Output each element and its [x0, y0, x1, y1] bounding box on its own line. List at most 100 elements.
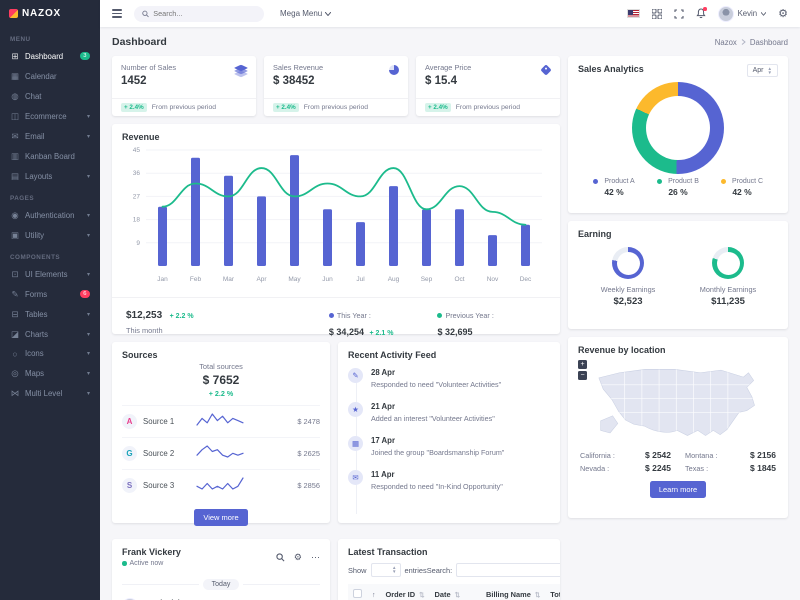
source-3-logo: S	[122, 478, 137, 493]
chevron-down-icon	[325, 11, 332, 16]
activity-item: ✉ 11 Apr Responded to need "In-Kind Opport…	[348, 470, 550, 504]
apps-grid-icon[interactable]	[651, 8, 662, 19]
latest-transaction-card: Latest Transaction Show ▲ ▼ entries Searc…	[338, 539, 560, 600]
column-header-date[interactable]: Date ⇅	[429, 584, 482, 600]
legend-dot	[328, 313, 334, 318]
chat-more-icon[interactable]: ⋯	[311, 551, 320, 562]
column-header-billing-name[interactable]: Billing Name ⇅	[481, 584, 546, 600]
chat-settings-gear-icon[interactable]: ⚙	[293, 551, 302, 562]
sidebar-item-charts[interactable]: ◪ Charts ▾	[0, 324, 100, 344]
usa-map-svg	[598, 369, 755, 436]
select-arrows-icon: ▲ ▼	[767, 65, 772, 75]
brand-logo[interactable]: NAZOX	[0, 0, 100, 27]
page-header: Dashboard Nazox Dashboard	[112, 27, 788, 56]
radial-chart	[712, 247, 744, 279]
mega-menu-button[interactable]: Mega Menu	[280, 9, 332, 18]
map-zoom-out-button[interactable]: −	[578, 371, 587, 380]
delta-badge: + 2.4%	[273, 103, 299, 112]
entries-select[interactable]: ▲ ▼	[370, 563, 401, 577]
chat-sender-name: Frank Vickery	[144, 598, 193, 600]
learn-more-button[interactable]: Learn more	[649, 481, 707, 498]
earning-item: Weekly Earnings $2,523	[578, 247, 678, 307]
multi-level-icon: ⋈	[10, 387, 20, 398]
map-zoom-in-button[interactable]: +	[578, 360, 587, 369]
sidebar-item-label: Layouts	[25, 171, 53, 181]
notifications-bell-icon[interactable]	[696, 7, 707, 19]
source-row[interactable]: A Source 1 $ 2478	[122, 405, 320, 437]
source-row[interactable]: G Source 2 $ 2625	[122, 437, 320, 469]
total-sources-delta: + 2.2 %	[208, 389, 234, 398]
activity-feed-card: Recent Activity Feed ✎ 28 Apr Responded to…	[338, 342, 560, 523]
donut-legend-item: Product C 42 %	[710, 178, 774, 197]
global-search[interactable]	[134, 5, 264, 22]
location-value: $ 2245	[645, 463, 671, 473]
brand-logo-icon	[9, 9, 18, 18]
chat-search-icon[interactable]	[276, 552, 285, 562]
sort-arrow-icon[interactable]: ↑	[372, 592, 376, 599]
locations-title: Revenue by location	[578, 345, 666, 355]
sidebar-item-label: Ecommerce	[25, 111, 67, 121]
chevron-down-icon: ▾	[86, 271, 90, 278]
sidebar-item-label: UI Elements	[25, 269, 68, 279]
sidebar-item-chat[interactable]: ◍ Chat	[0, 86, 100, 106]
user-menu[interactable]: Kevin	[717, 5, 767, 22]
chevron-down-icon	[761, 11, 767, 16]
sales-analytics-title: Sales Analytics	[578, 64, 644, 74]
activity-item: ✎ 28 Apr Responded to need "Volunteer Acti…	[348, 368, 550, 402]
sidebar-item-utility[interactable]: ▣ Utility ▾	[0, 225, 100, 245]
language-flag-icon[interactable]	[626, 9, 640, 18]
settings-gear-icon[interactable]: ⚙	[778, 8, 788, 20]
table-search-input[interactable]	[456, 563, 560, 577]
sidebar-item-ui-elements[interactable]: ⊡ UI Elements ▾	[0, 264, 100, 284]
sidebar-item-icons[interactable]: ○ Icons ▾	[0, 344, 100, 363]
month-select[interactable]: Apr ▲ ▼	[746, 64, 778, 78]
location-stats: California : $ 2542 Montana : $ 2156 Nevada …	[578, 450, 778, 473]
breadcrumb-root[interactable]: Nazox	[714, 37, 737, 47]
donut-legend-label: Product C	[710, 178, 774, 185]
activity-date: 28 Apr	[371, 368, 395, 377]
page-content: Dashboard Nazox Dashboard Number of Sale…	[100, 27, 800, 600]
chat-icon: ◍	[11, 90, 19, 101]
sidebar-badge: 3	[79, 51, 90, 61]
main-area: Mega Menu Kevin	[100, 0, 800, 600]
source-row[interactable]: S Source 3 $ 2856	[122, 469, 320, 501]
source-sparkline	[195, 443, 245, 464]
email-icon: ✉	[11, 130, 19, 141]
activity-text: Added an interest "Volunteer Activities"	[371, 414, 495, 423]
topbar: Mega Menu Kevin	[100, 0, 800, 27]
column-header-total[interactable]: Total⇅	[545, 584, 560, 600]
forms-icon: ✎	[11, 288, 19, 299]
search-input[interactable]	[153, 9, 256, 18]
sidebar-item-maps[interactable]: ◎ Maps ▾	[0, 363, 100, 383]
donut-legend-pct: 26 %	[668, 187, 688, 198]
sidebar-item-forms[interactable]: ✎ Forms 6	[0, 284, 100, 304]
chevron-down-icon: ▾	[86, 173, 90, 180]
sidebar-nav: MENU ⊞ Dashboard 3 ▦ Calendar ◍ Chat ◫ Ecommerce ▾…	[0, 27, 100, 403]
fullscreen-icon[interactable]	[674, 8, 684, 19]
stat-note: From previous period	[151, 104, 216, 111]
stat-cards-row: Number of Sales 1452 + 2.4% From previous p…	[112, 56, 560, 116]
sidebar-item-authentication[interactable]: ◉ Authentication ▾	[0, 205, 100, 225]
view-more-button[interactable]: View more	[194, 509, 248, 526]
sidebar-item-tables[interactable]: ⊟ Tables ▾	[0, 304, 100, 324]
page-title: Dashboard	[112, 36, 167, 48]
revenue-legend-this-year: This Year : $ 34,254 + 2.1 %	[328, 311, 394, 337]
sidebar-item-kanban-board[interactable]: ▥ Kanban Board	[0, 146, 100, 166]
menu-toggle-icon[interactable]	[112, 9, 122, 18]
legend-dot	[720, 179, 726, 185]
source-amount: $ 2625	[297, 449, 320, 458]
chevron-down-icon: ▾	[86, 113, 90, 120]
svg-text:Oct: Oct	[454, 276, 464, 283]
select-all-checkbox[interactable]	[353, 589, 362, 598]
sidebar-item-calendar[interactable]: ▦ Calendar	[0, 66, 100, 86]
sidebar-item-dashboard[interactable]: ⊞ Dashboard 3	[0, 46, 100, 66]
stat-note: From previous period	[303, 104, 368, 111]
sidebar-item-email[interactable]: ✉ Email ▾	[0, 126, 100, 146]
column-header-order-id[interactable]: Order ID ⇅	[380, 584, 430, 600]
topbar-actions: Kevin ⚙	[626, 5, 788, 22]
sidebar-item-multi-level[interactable]: ⋈ Multi Level ▾	[0, 383, 100, 403]
sidebar-item-ecommerce[interactable]: ◫ Ecommerce ▾	[0, 106, 100, 126]
sidebar-item-layouts[interactable]: ▤ Layouts ▾	[0, 166, 100, 186]
revenue-card: Revenue 9 18 27 36 45 Jan Feb Mar Apr May Jun Jul Au…	[112, 124, 560, 337]
earning-items: Weekly Earnings $2,523 Monthly Earnings $11…	[578, 247, 778, 307]
